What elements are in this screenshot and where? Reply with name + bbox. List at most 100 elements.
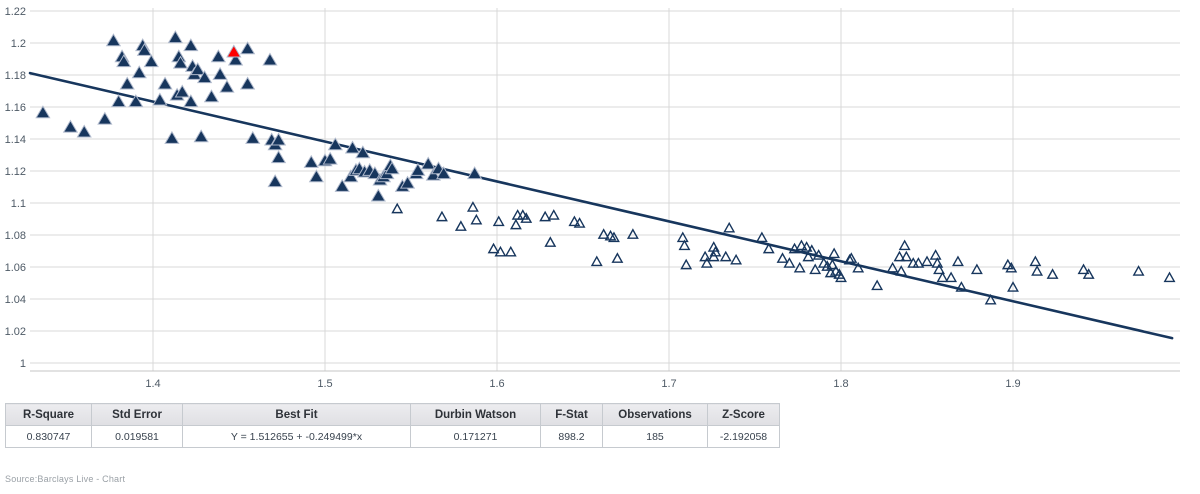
data-point-solid-triangle xyxy=(420,156,436,170)
data-point-hollow-triangle xyxy=(590,255,603,267)
y-tick-label: 1 xyxy=(20,358,26,370)
data-point-hollow-triangle xyxy=(828,247,841,259)
data-point-hollow-triangle xyxy=(845,252,858,263)
y-tick-label: 1.16 xyxy=(5,102,26,114)
x-tick-label: 1.6 xyxy=(489,378,504,390)
x-tick-label: 1.7 xyxy=(661,378,676,390)
col-header-std-error: Std Error xyxy=(91,403,183,426)
data-point-solid-triangle xyxy=(219,79,235,93)
data-point-hollow-triangle xyxy=(1132,265,1145,276)
data-point-hollow-triangle xyxy=(436,210,448,222)
y-tick-label: 1.14 xyxy=(5,134,26,146)
y-tick-label: 1.2 xyxy=(11,38,26,50)
value-r-square: 0.830747 xyxy=(5,425,92,448)
data-point-hollow-triangle xyxy=(676,231,689,243)
data-point-solid-triangle xyxy=(245,130,261,144)
x-tick-label: 1.9 xyxy=(1005,378,1020,390)
col-header-z-score: Z-Score xyxy=(707,403,780,426)
stats-value-row: 0.830747 0.019581 Y = 1.512655 + -0.2494… xyxy=(5,425,780,448)
data-point-hollow-triangle xyxy=(984,293,997,305)
data-point-hollow-triangle xyxy=(893,250,906,262)
data-point-solid-triangle xyxy=(157,76,173,90)
data-point-solid-triangle xyxy=(174,84,190,98)
y-tick-label: 1.18 xyxy=(5,70,26,82)
data-point-hollow-triangle xyxy=(945,271,958,283)
data-point-hollow-triangle xyxy=(898,239,911,251)
data-point-solid-triangle xyxy=(344,140,361,154)
data-point-hollow-triangle xyxy=(843,253,856,265)
data-point-hollow-triangle xyxy=(626,228,639,239)
data-point-solid-triangle xyxy=(97,111,113,125)
data-point-solid-triangle xyxy=(270,150,287,164)
data-point-hollow-triangle xyxy=(955,281,968,292)
y-tick-label: 1.02 xyxy=(5,326,26,338)
value-std-error: 0.019581 xyxy=(91,425,183,448)
data-point-hollow-triangle xyxy=(900,250,913,262)
col-header-f-stat: F-Stat xyxy=(540,403,603,426)
data-point-solid-triangle xyxy=(193,129,209,143)
data-point-hollow-triangle xyxy=(608,231,620,243)
data-point-hollow-triangle xyxy=(805,244,818,255)
data-point-solid-triangle xyxy=(35,105,51,119)
data-point-hollow-triangle xyxy=(1029,255,1042,267)
data-point-hollow-triangle xyxy=(730,253,743,265)
data-point-hollow-triangle xyxy=(470,213,483,225)
data-point-solid-triangle xyxy=(303,154,319,168)
data-point-solid-triangle xyxy=(119,76,135,90)
data-point-hollow-triangle xyxy=(795,239,808,251)
data-point-solid-triangle xyxy=(467,166,483,180)
data-point-solid-triangle xyxy=(270,132,287,146)
data-point-solid-triangle xyxy=(152,92,168,106)
data-point-solid-triangle xyxy=(425,167,441,181)
scatter-chart: 1.22 1.2 1.18 1.16 1.14 1.12 1.1 1.08 1.06 1.04 1.… xyxy=(5,6,1180,390)
col-header-durbin-watson: Durbin Watson xyxy=(410,403,541,426)
data-point-solid-triangle xyxy=(410,162,426,176)
data-point-solid-triangle xyxy=(239,76,256,90)
data-point-hollow-triangle xyxy=(719,250,732,262)
data-point-hollow-triangle xyxy=(1005,261,1018,273)
data-point-hollow-triangle xyxy=(1046,268,1059,279)
data-point-hollow-triangle xyxy=(700,257,713,268)
data-point-hollow-triangle xyxy=(912,257,925,268)
data-point-hollow-triangle xyxy=(568,215,581,227)
data-point-hollow-triangle xyxy=(547,209,560,220)
best-fit-line xyxy=(28,71,1174,340)
value-f-stat: 898.2 xyxy=(540,425,603,448)
data-point-hollow-triangle xyxy=(835,271,847,283)
data-point-hollow-triangle xyxy=(597,228,610,239)
data-point-hollow-triangle xyxy=(509,218,522,230)
data-point-hollow-triangle xyxy=(886,261,899,273)
data-point-solid-triangle xyxy=(62,119,79,133)
data-point-hollow-triangle xyxy=(929,249,942,260)
data-point-solid-triangle xyxy=(212,66,228,80)
data-point-hollow-triangle xyxy=(762,242,775,254)
scatter-chart-canvas: 1.22 1.2 1.18 1.16 1.14 1.12 1.1 1.08 1.06 1.04 1.… xyxy=(5,6,1180,390)
data-point-solid-triangle xyxy=(343,169,359,183)
data-point-hollow-triangle xyxy=(504,245,517,257)
col-header-best-fit: Best Fit xyxy=(182,403,411,426)
data-point-solid-triangle xyxy=(239,41,256,55)
data-point-hollow-triangle xyxy=(800,241,813,252)
data-point-solid-triangle xyxy=(167,30,183,44)
data-point-hollow-triangle xyxy=(895,265,908,276)
data-point-solid-triangle xyxy=(227,52,244,66)
data-point-hollow-triangle xyxy=(1007,281,1019,292)
data-point-hollow-triangle xyxy=(1031,265,1044,276)
data-point-solid-triangle xyxy=(172,55,189,69)
data-point-hollow-triangle xyxy=(699,250,712,262)
x-tick-label: 1.4 xyxy=(145,378,160,390)
data-point-solid-triangle xyxy=(370,188,386,202)
data-point-solid-triangle xyxy=(334,178,350,192)
data-point-highlight-triangle xyxy=(226,44,242,58)
data-point-hollow-triangle xyxy=(492,215,505,227)
data-point-hollow-triangle xyxy=(921,255,933,267)
source-note: Source:Barclays Live - Chart xyxy=(5,474,126,484)
data-point-hollow-triangle xyxy=(544,236,557,247)
regression-stats-table: R-Square Std Error Best Fit Durbin Watso… xyxy=(5,403,780,448)
data-point-hollow-triangle xyxy=(812,249,825,260)
data-point-solid-triangle xyxy=(128,94,144,108)
data-point-solid-triangle xyxy=(76,124,92,138)
data-point-hollow-triangle xyxy=(487,242,500,254)
data-point-solid-triangle xyxy=(210,49,226,63)
data-point-solid-triangle xyxy=(183,94,199,108)
